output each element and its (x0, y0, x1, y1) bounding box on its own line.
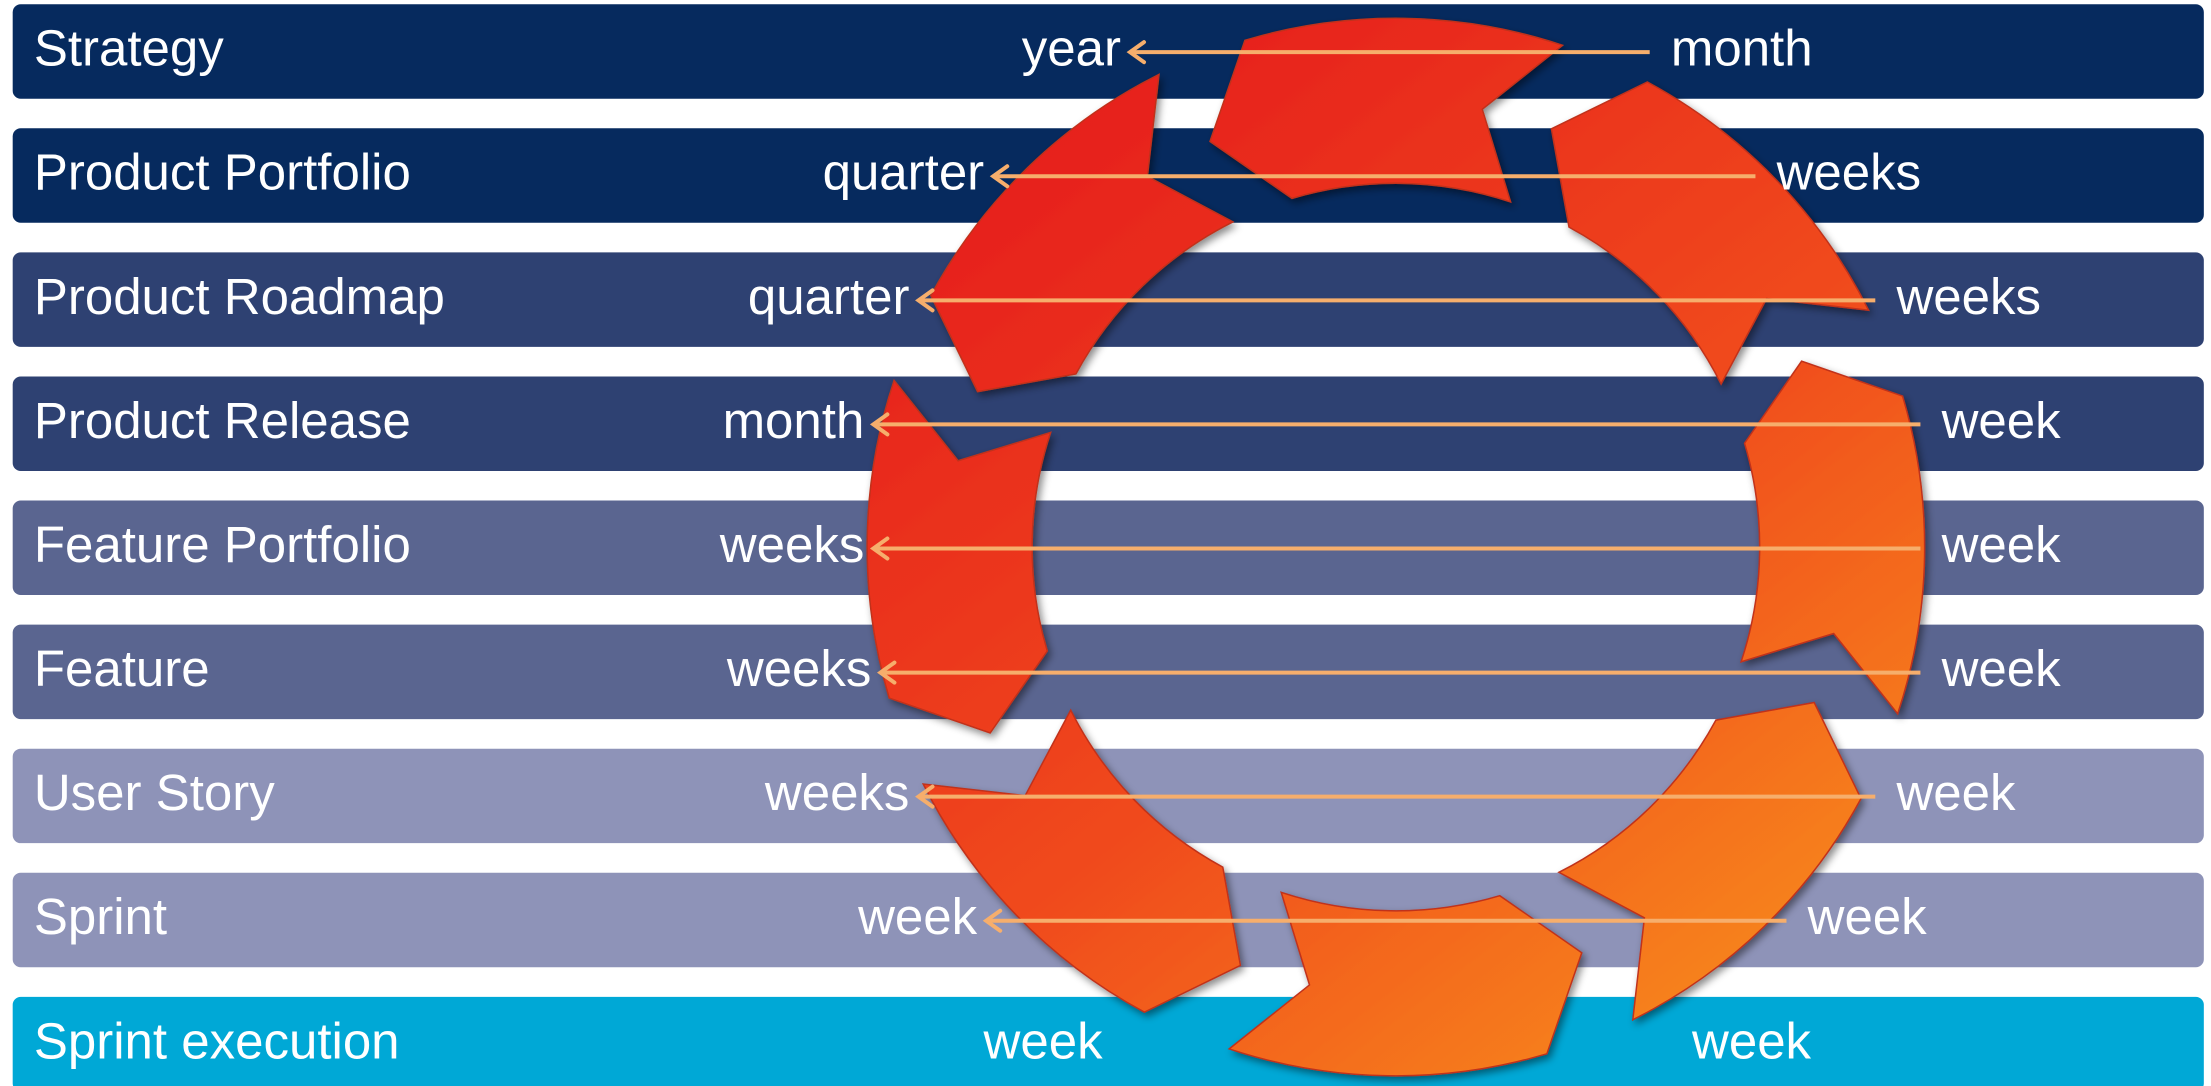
left-period: month (723, 392, 865, 449)
left-period: quarter (748, 268, 910, 325)
left-period: week (983, 1012, 1104, 1069)
left-period: year (1022, 20, 1121, 77)
row-label: Sprint execution (34, 1012, 400, 1069)
left-period: weeks (764, 764, 910, 821)
diagram: Strategy year month Product Portfolio quarte… (0, 0, 2211, 1086)
right-period: week (1807, 888, 1928, 945)
right-period: week (1691, 1012, 1812, 1069)
row-label: Product Release (34, 392, 411, 449)
left-period: weeks (726, 640, 872, 697)
right-period: week (1941, 516, 2062, 573)
right-period: weeks (1776, 144, 1922, 201)
right-period: weeks (1895, 268, 2041, 325)
row-label: User Story (34, 764, 275, 821)
row-label: Product Roadmap (34, 268, 445, 325)
row-label: Product Portfolio (34, 144, 411, 201)
left-period: weeks (719, 516, 865, 573)
right-period: week (1895, 764, 2016, 821)
right-period: week (1941, 392, 2062, 449)
row-label: Feature (34, 640, 210, 697)
right-period: month (1671, 20, 1813, 77)
row-label: Sprint (34, 888, 167, 945)
row-label: Feature Portfolio (34, 516, 411, 573)
right-period: week (1941, 640, 2062, 697)
left-period: quarter (823, 144, 985, 201)
left-period: week (857, 888, 978, 945)
row-label: Strategy (34, 20, 224, 77)
